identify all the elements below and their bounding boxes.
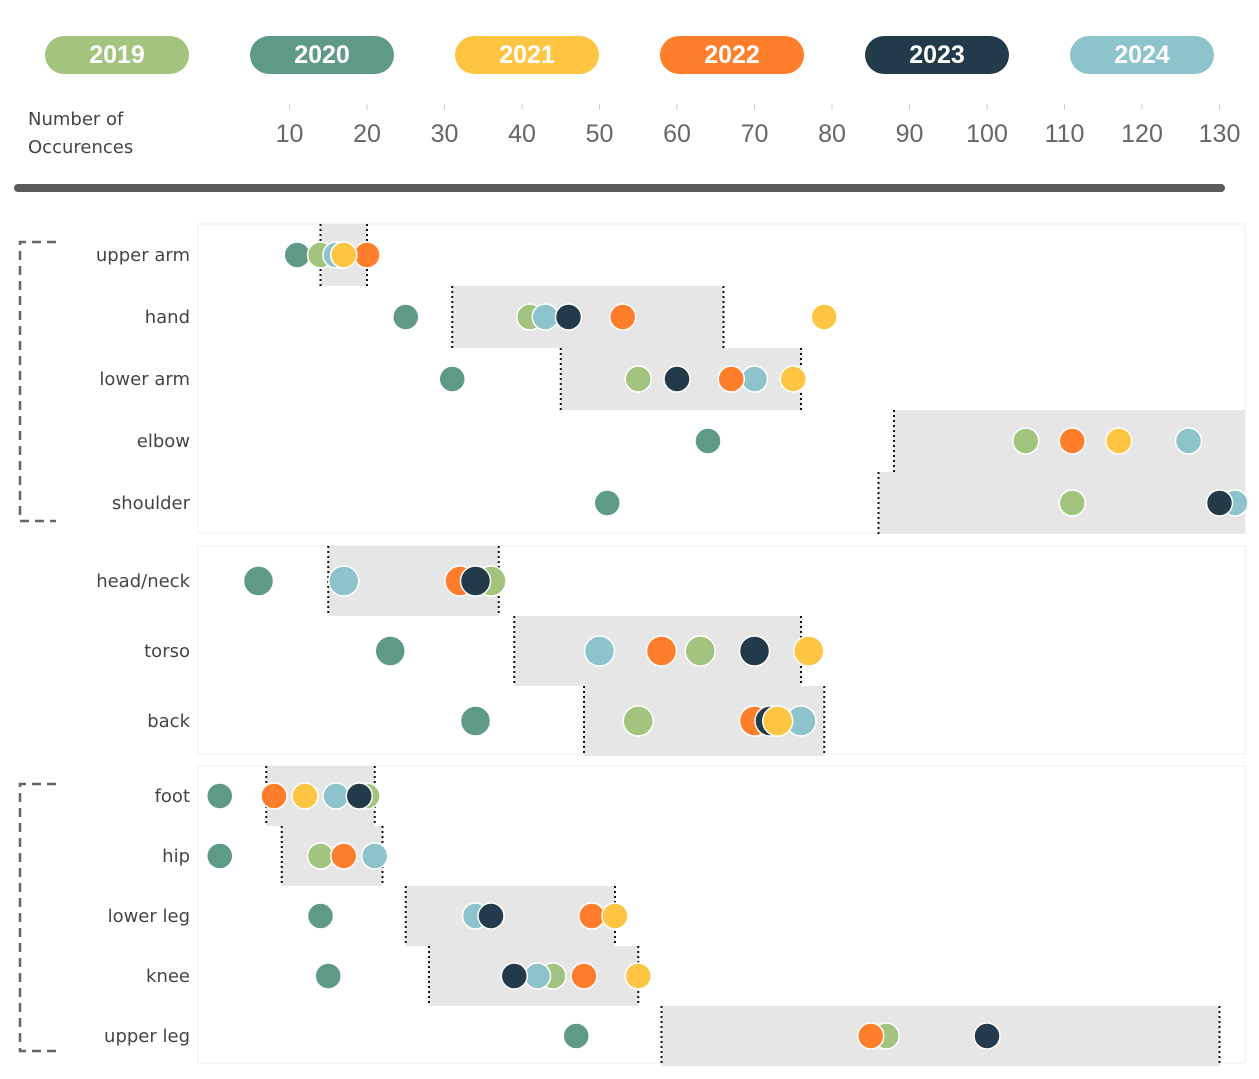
- data-point-2024[interactable]: [322, 782, 350, 810]
- legend-item-2021[interactable]: 2021: [455, 36, 599, 74]
- data-point-2019[interactable]: [1058, 489, 1086, 517]
- x-tick-label: 70: [741, 120, 769, 148]
- data-point-2022[interactable]: [1058, 427, 1086, 455]
- data-point-2024[interactable]: [523, 962, 552, 990]
- data-point-2024[interactable]: [531, 303, 559, 331]
- data-point-2024[interactable]: [328, 565, 360, 597]
- data-point-2023[interactable]: [500, 962, 528, 990]
- row-label: upper arm: [96, 245, 190, 266]
- data-point-2020[interactable]: [438, 365, 466, 393]
- data-point-2019[interactable]: [624, 365, 652, 393]
- data-point-2020[interactable]: [206, 782, 234, 810]
- legend-item-2023[interactable]: 2023: [865, 36, 1009, 74]
- range-band: [452, 286, 724, 348]
- data-point-2020[interactable]: [374, 635, 406, 667]
- group-bracket: [18, 782, 56, 1053]
- data-point-2024[interactable]: [1174, 427, 1203, 455]
- range-band: [661, 1006, 1220, 1066]
- row-label: torso: [144, 641, 190, 662]
- row-label: upper leg: [104, 1026, 190, 1047]
- data-point-2023[interactable]: [663, 365, 691, 393]
- legend-item-2020[interactable]: 2020: [250, 36, 394, 74]
- data-point-2022[interactable]: [353, 241, 381, 269]
- data-point-2023[interactable]: [459, 565, 492, 597]
- data-point-2022[interactable]: [570, 962, 598, 990]
- x-tick-label: 130: [1199, 120, 1241, 148]
- data-point-2019[interactable]: [1012, 427, 1040, 455]
- x-tick-label: 40: [508, 120, 536, 148]
- data-point-2021[interactable]: [810, 303, 838, 331]
- x-tick-label: 90: [896, 120, 924, 148]
- axis-title: Number of Occurences: [28, 109, 134, 158]
- row-label: knee: [146, 966, 190, 987]
- data-point-2020[interactable]: [306, 902, 335, 930]
- data-point-2021[interactable]: [291, 782, 319, 810]
- data-point-2024[interactable]: [361, 842, 389, 870]
- x-tick-label: 80: [818, 120, 846, 148]
- x-tick-label: 100: [966, 120, 1008, 148]
- row-label: elbow: [137, 431, 190, 452]
- x-tick-label: 50: [586, 120, 614, 148]
- data-point-2021[interactable]: [762, 705, 794, 737]
- x-tick-label: 10: [276, 120, 304, 148]
- legend: 2019 2020 2021 2022 2023 2024: [0, 0, 1259, 100]
- data-point-2020[interactable]: [392, 303, 420, 331]
- legend-item-2024[interactable]: 2024: [1070, 36, 1214, 74]
- data-point-2024[interactable]: [583, 635, 616, 667]
- row-label: head/neck: [96, 571, 190, 592]
- legend-item-2019[interactable]: 2019: [45, 36, 189, 74]
- data-point-2022[interactable]: [717, 365, 745, 393]
- data-point-2020[interactable]: [314, 962, 342, 990]
- data-point-2020[interactable]: [562, 1022, 590, 1050]
- data-point-2023[interactable]: [1205, 489, 1234, 517]
- data-point-2019[interactable]: [622, 705, 654, 737]
- row-label: lower leg: [108, 906, 190, 927]
- x-tick-label: 30: [431, 120, 459, 148]
- data-point-2021[interactable]: [793, 635, 825, 667]
- data-point-2019[interactable]: [684, 635, 716, 667]
- data-point-2021[interactable]: [1105, 427, 1133, 455]
- data-point-2024[interactable]: [740, 365, 769, 393]
- data-point-2023[interactable]: [554, 303, 583, 331]
- data-point-2020[interactable]: [242, 565, 275, 597]
- row-label: shoulder: [112, 493, 191, 514]
- data-point-2022[interactable]: [260, 782, 288, 810]
- data-point-2021[interactable]: [601, 902, 629, 930]
- data-point-2023[interactable]: [477, 902, 505, 930]
- x-tick-label: 60: [663, 120, 691, 148]
- data-point-2021[interactable]: [624, 962, 652, 990]
- data-point-2023[interactable]: [973, 1022, 1001, 1050]
- x-tick-label: 20: [353, 120, 381, 148]
- data-point-2022[interactable]: [609, 303, 637, 331]
- data-point-2021[interactable]: [779, 365, 807, 393]
- data-point-2022[interactable]: [578, 902, 606, 930]
- data-point-2023[interactable]: [345, 782, 373, 810]
- x-tick-label: 110: [1045, 120, 1085, 148]
- x-tick-label: 120: [1121, 120, 1163, 148]
- row-label: foot: [155, 786, 190, 807]
- data-point-2020[interactable]: [459, 705, 492, 737]
- data-point-2020[interactable]: [694, 427, 722, 455]
- legend-item-2022[interactable]: 2022: [660, 36, 804, 74]
- group-bracket: [18, 240, 56, 523]
- data-point-2022[interactable]: [857, 1022, 885, 1050]
- row-label: lower arm: [99, 369, 190, 390]
- data-point-2022[interactable]: [645, 635, 678, 667]
- data-point-2020[interactable]: [593, 489, 621, 517]
- data-point-2021[interactable]: [330, 241, 358, 269]
- row-label: hand: [145, 307, 190, 328]
- data-point-2020[interactable]: [206, 842, 234, 870]
- data-point-2023[interactable]: [738, 635, 771, 667]
- data-point-2020[interactable]: [283, 241, 311, 269]
- data-point-2019[interactable]: [306, 842, 335, 870]
- row-label: hip: [162, 846, 190, 867]
- data-point-2022[interactable]: [330, 842, 358, 870]
- row-label: back: [147, 711, 190, 732]
